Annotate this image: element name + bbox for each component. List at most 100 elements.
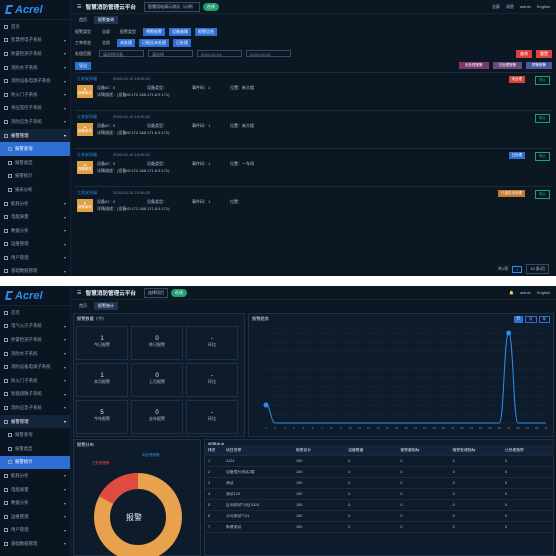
- chip-state-reported[interactable]: 已报告未处理: [139, 38, 169, 47]
- sidebar-item-15[interactable]: 运维管理 ▾: [0, 510, 70, 524]
- sidebar-item-0[interactable]: 首页: [0, 20, 70, 34]
- sidebar-item-1[interactable]: 电气火灾子系统 ▾: [0, 320, 70, 334]
- chip-type-fault[interactable]: 设备故障: [169, 27, 191, 36]
- chip-type-alarm[interactable]: 报警类型: [120, 28, 136, 34]
- sidebar-item-4[interactable]: 消防设备电源子系统 ▾: [0, 74, 70, 88]
- tab-home[interactable]: 首页: [79, 303, 87, 308]
- sidebar-item-7[interactable]: 消防应急子系统 ▾: [0, 115, 70, 129]
- export-button[interactable]: 导出: [75, 61, 91, 70]
- project-dropdown[interactable]: 智慧用电演示测试（示例）: [144, 1, 201, 12]
- sidebar-item-8[interactable]: 报警管理 ▾: [0, 128, 70, 143]
- trend-point[interactable]: [506, 330, 512, 336]
- trend-tab-day[interactable]: 日: [513, 316, 523, 323]
- sidebar-item-14[interactable]: 数据分析 ▾: [0, 496, 70, 510]
- table-header-cell[interactable]: 报警量指标: [400, 447, 420, 452]
- sidebar-item-11[interactable]: 报警统计: [0, 455, 70, 470]
- tab-alarm-query[interactable]: 报警查询: [94, 16, 118, 24]
- sidebar-item-18[interactable]: 基础数据管理 ▾: [0, 265, 70, 276]
- table-row[interactable]: 2 设备提升测试2楼 100 0 0 0 0: [205, 467, 554, 478]
- sidebar-item-8[interactable]: 报警管理 ▾: [0, 414, 70, 429]
- tab-home[interactable]: 首页: [79, 17, 87, 22]
- table-row[interactable]: 1 4124 100 0 0 0 0: [205, 456, 554, 467]
- sidebar-item-4[interactable]: 消防设备电源子系统 ▾: [0, 360, 70, 374]
- sidebar-item-12[interactable]: 报表分析: [0, 183, 70, 197]
- trend-tab-year[interactable]: 年: [538, 316, 550, 323]
- sidebar-item-2[interactable]: 防雷检测子系统 ▾: [0, 47, 70, 61]
- sidebar-item-14[interactable]: 电能质量 ▾: [0, 210, 70, 224]
- sidebar-item-13[interactable]: 能耗分析 ▾: [0, 197, 70, 211]
- sidebar-item-9[interactable]: 报警查询: [0, 142, 70, 156]
- sidebar-item-16[interactable]: 用户管理 ▾: [0, 524, 70, 538]
- date-from-input[interactable]: 2020-01-01: [197, 50, 242, 57]
- reset-button[interactable]: 重置: [536, 49, 552, 58]
- menu-toggle-icon[interactable]: ☰: [77, 289, 82, 296]
- date-to-input[interactable]: 2020-04-15: [246, 50, 291, 57]
- table-header-cell[interactable]: 项目名称: [226, 447, 242, 452]
- sidebar-item-10[interactable]: 报警类型: [0, 442, 70, 456]
- x-tick-label: 18: [423, 426, 427, 430]
- sidebar-item-3[interactable]: 消防水子系统 ▾: [0, 61, 70, 75]
- card-confirm-button[interactable]: 确认: [535, 152, 550, 161]
- card-company[interactable]: 江苏安科瑞: [77, 114, 97, 119]
- pager-page[interactable]: 1: [512, 265, 523, 273]
- language-switch[interactable]: English: [536, 290, 550, 295]
- table-header-cell[interactable]: 报警总计: [296, 447, 312, 452]
- filter-scope-row: 处理范围 请选择设备 请选择 2020-01-01 2020-04-15 查询 …: [75, 49, 552, 58]
- table-row[interactable]: 4 测试123 100 0 0 0 0: [205, 489, 554, 500]
- pager-size[interactable]: 10 条/页: [526, 264, 549, 274]
- user-menu[interactable]: admin: [519, 290, 531, 295]
- project-dropdown[interactable]: 选择项目: [144, 287, 169, 298]
- menu-toggle-icon[interactable]: ☰: [77, 3, 82, 10]
- trend-point[interactable]: [263, 402, 269, 408]
- sidebar-item-5[interactable]: 防火门子系统 ▾: [0, 88, 70, 102]
- sidebar-item-17[interactable]: 基础数据管理 ▾: [0, 537, 70, 551]
- sidebar-item-12[interactable]: 能耗分析 ▾: [0, 469, 70, 483]
- sidebar-item-11[interactable]: 报警统计: [0, 170, 70, 184]
- table-header-cell[interactable]: 已处理报警: [504, 447, 524, 452]
- table-header-cell[interactable]: 设备数量: [348, 447, 364, 452]
- chip-state-unhandled[interactable]: 未处理: [117, 38, 135, 47]
- table-row[interactable]: 7 新增测试 100 0 0 0 0: [205, 522, 554, 533]
- card-company[interactable]: 江苏安科瑞: [77, 190, 97, 195]
- language-switch[interactable]: English: [536, 4, 550, 9]
- sidebar-item-5[interactable]: 防火门子系统 ▾: [0, 374, 70, 388]
- sidebar-item-0[interactable]: 首页: [0, 306, 70, 320]
- table-header-cell[interactable]: 报警处理指标: [452, 447, 476, 452]
- notification-icon[interactable]: 🔔: [508, 290, 514, 295]
- sidebar-item-9[interactable]: 报警查询: [0, 428, 70, 442]
- chip-type-all[interactable]: 全部: [102, 28, 110, 34]
- chip-state-handled[interactable]: 已处理: [173, 38, 191, 47]
- chip-type-warning[interactable]: 预警报警: [143, 27, 165, 36]
- table-row[interactable]: 5 区间测试气5区0324 100 0 0 0 0: [205, 500, 554, 511]
- sub-select[interactable]: 请选择: [148, 50, 193, 57]
- chip-type-info[interactable]: 报警信息: [195, 27, 217, 36]
- table-row[interactable]: 6 公司测试气24 100 0 0 0 0: [205, 511, 554, 522]
- sidebar-item-6[interactable]: 余压监控子系统 ▾: [0, 102, 70, 116]
- sidebar-item-16[interactable]: 运维管理 ▾: [0, 238, 70, 252]
- chip-state-all[interactable]: 全部: [102, 39, 110, 45]
- user-menu[interactable]: admin: [519, 4, 531, 9]
- table-header-cell[interactable]: 排名: [208, 447, 216, 452]
- card-company[interactable]: 江苏安科瑞: [77, 76, 97, 81]
- device-select[interactable]: 请选择设备: [99, 50, 144, 57]
- sidebar-item-15[interactable]: 数据分析 ▾: [0, 224, 70, 238]
- sidebar-item-10[interactable]: 报警类型: [0, 156, 70, 170]
- sidebar-item-13[interactable]: 电能质量 ▾: [0, 483, 70, 497]
- sidebar-menu: 首页 电气火灾子系统 ▾ 防雷检测子系统 ▾ 消防水子系统 ▾ 消防设备电源子系统 ▾ 防火门子系…: [0, 306, 70, 551]
- card-confirm-button[interactable]: 确认: [535, 76, 550, 85]
- card-confirm-button[interactable]: 确认: [535, 114, 550, 123]
- card-confirm-button[interactable]: 确认: [535, 190, 550, 199]
- message-icon[interactable]: 消息: [505, 3, 514, 9]
- sidebar-item-3[interactable]: 消防水子系统 ▾: [0, 347, 70, 361]
- search-button[interactable]: 查询: [516, 49, 532, 58]
- fullscreen-link[interactable]: 全屏: [491, 3, 500, 9]
- sidebar-item-7[interactable]: 消防应急子系统 ▾: [0, 401, 70, 415]
- tab-alarm-stats[interactable]: 报警统计: [94, 302, 118, 310]
- sidebar-item-1[interactable]: 智慧用电子系统 ▾: [0, 34, 70, 48]
- sidebar-item-17[interactable]: 用户管理 ▾: [0, 251, 70, 265]
- trend-tab-month[interactable]: 月: [525, 316, 537, 323]
- table-row[interactable]: 3 测试 100 0 0 0 0: [205, 478, 554, 489]
- card-company[interactable]: 江苏安科瑞: [77, 152, 97, 157]
- sidebar-item-6[interactable]: 智能疏散子系统 ▾: [0, 388, 70, 402]
- sidebar-item-2[interactable]: 防雷检测子系统 ▾: [0, 333, 70, 347]
